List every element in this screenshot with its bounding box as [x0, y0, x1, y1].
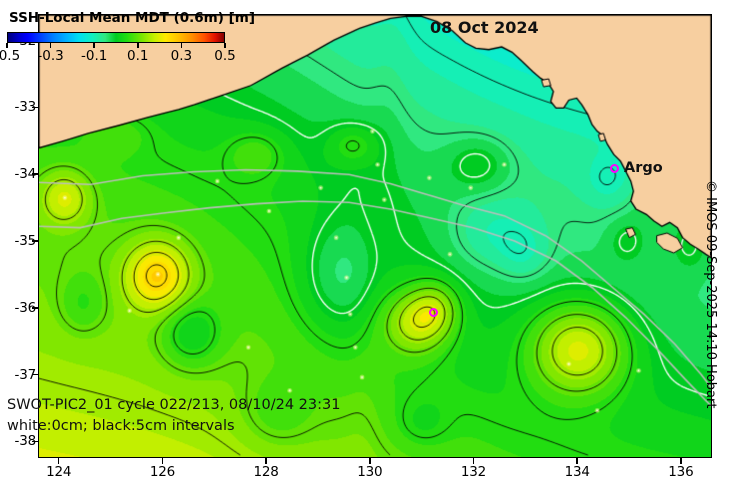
y-axis-tick: [32, 440, 38, 443]
argo-legend-label: Argo: [624, 160, 663, 176]
colorbar-title: SSH-Local Mean MDT (0.6m) [m]: [8, 10, 256, 26]
y-axis-tick-label: -37: [14, 366, 37, 383]
colorbar-gradient: [7, 32, 225, 43]
y-axis-tick-label: -35: [14, 233, 37, 249]
y-axis-tick-label: -36: [14, 299, 37, 316]
y-axis-tick-label: -38: [14, 433, 37, 450]
colorbar-tick: [180, 43, 183, 48]
x-axis-tick: [57, 458, 60, 464]
x-axis-tick: [576, 458, 578, 464]
colorbar-tick: [49, 43, 52, 48]
x-axis-tick: [680, 458, 682, 464]
y-axis-tick: [32, 106, 38, 109]
colorbar-tick: [137, 43, 139, 48]
argo-legend: Argo: [610, 160, 663, 176]
x-axis-tick-label: 134: [564, 464, 590, 480]
x-axis-tick-label: 124: [46, 464, 72, 480]
colorbar-tick-label: 0.5: [214, 48, 236, 64]
argo-float-marker[interactable]: [428, 307, 438, 317]
colorbar-tick-label: -0.3: [37, 48, 64, 64]
x-axis-tick-label: 130: [357, 464, 383, 480]
colorbar-tick: [224, 43, 226, 48]
credit-text: © IMOS 09-Sep-2025 14:10 Hobart: [703, 180, 718, 409]
colorbar-tick-label: -0.1: [81, 48, 108, 64]
colorbar-tick-label: 0.1: [127, 48, 149, 64]
y-axis-tick: [32, 307, 38, 309]
footnote-line-1: SWOT-PIC2_01 cycle 022/213, 08/10/24 23:…: [7, 397, 341, 413]
argo-circle-icon: [610, 163, 619, 173]
colorbar-tick-label: -0.5: [0, 48, 21, 64]
x-axis-tick-label: 132: [460, 464, 487, 480]
y-axis-tick-label: -33: [14, 99, 37, 116]
y-axis-tick: [32, 373, 38, 376]
y-axis-tick: [32, 173, 38, 175]
map-plot-area[interactable]: [38, 14, 712, 458]
footnote-line-2: white:0cm; black:5cm intervals: [7, 417, 235, 434]
ssh-anomaly-heatmap: [39, 15, 711, 457]
x-axis-tick-label: 126: [149, 464, 175, 480]
footnote: SWOT-PIC2_01 cycle 022/213, 08/10/24 23:…: [7, 395, 340, 436]
x-axis-tick: [472, 458, 475, 464]
x-axis-tick-label: 136: [668, 464, 694, 480]
x-axis-tick: [369, 458, 371, 464]
date-label: 08 Oct 2024: [430, 18, 539, 37]
x-axis-tick: [161, 458, 164, 464]
colorbar-tick: [6, 43, 8, 48]
y-axis-tick: [32, 240, 38, 242]
x-axis-tick: [265, 458, 267, 464]
colorbar-tick: [93, 43, 95, 48]
colorbar-tick-label: 0.3: [170, 48, 193, 64]
colorbar: SSH-Local Mean MDT (0.6m) [m] -0.5 -0.3 -0…: [0, 10, 257, 64]
x-axis-tick-label: 128: [253, 464, 279, 480]
y-axis-tick-label: -34: [14, 166, 37, 183]
